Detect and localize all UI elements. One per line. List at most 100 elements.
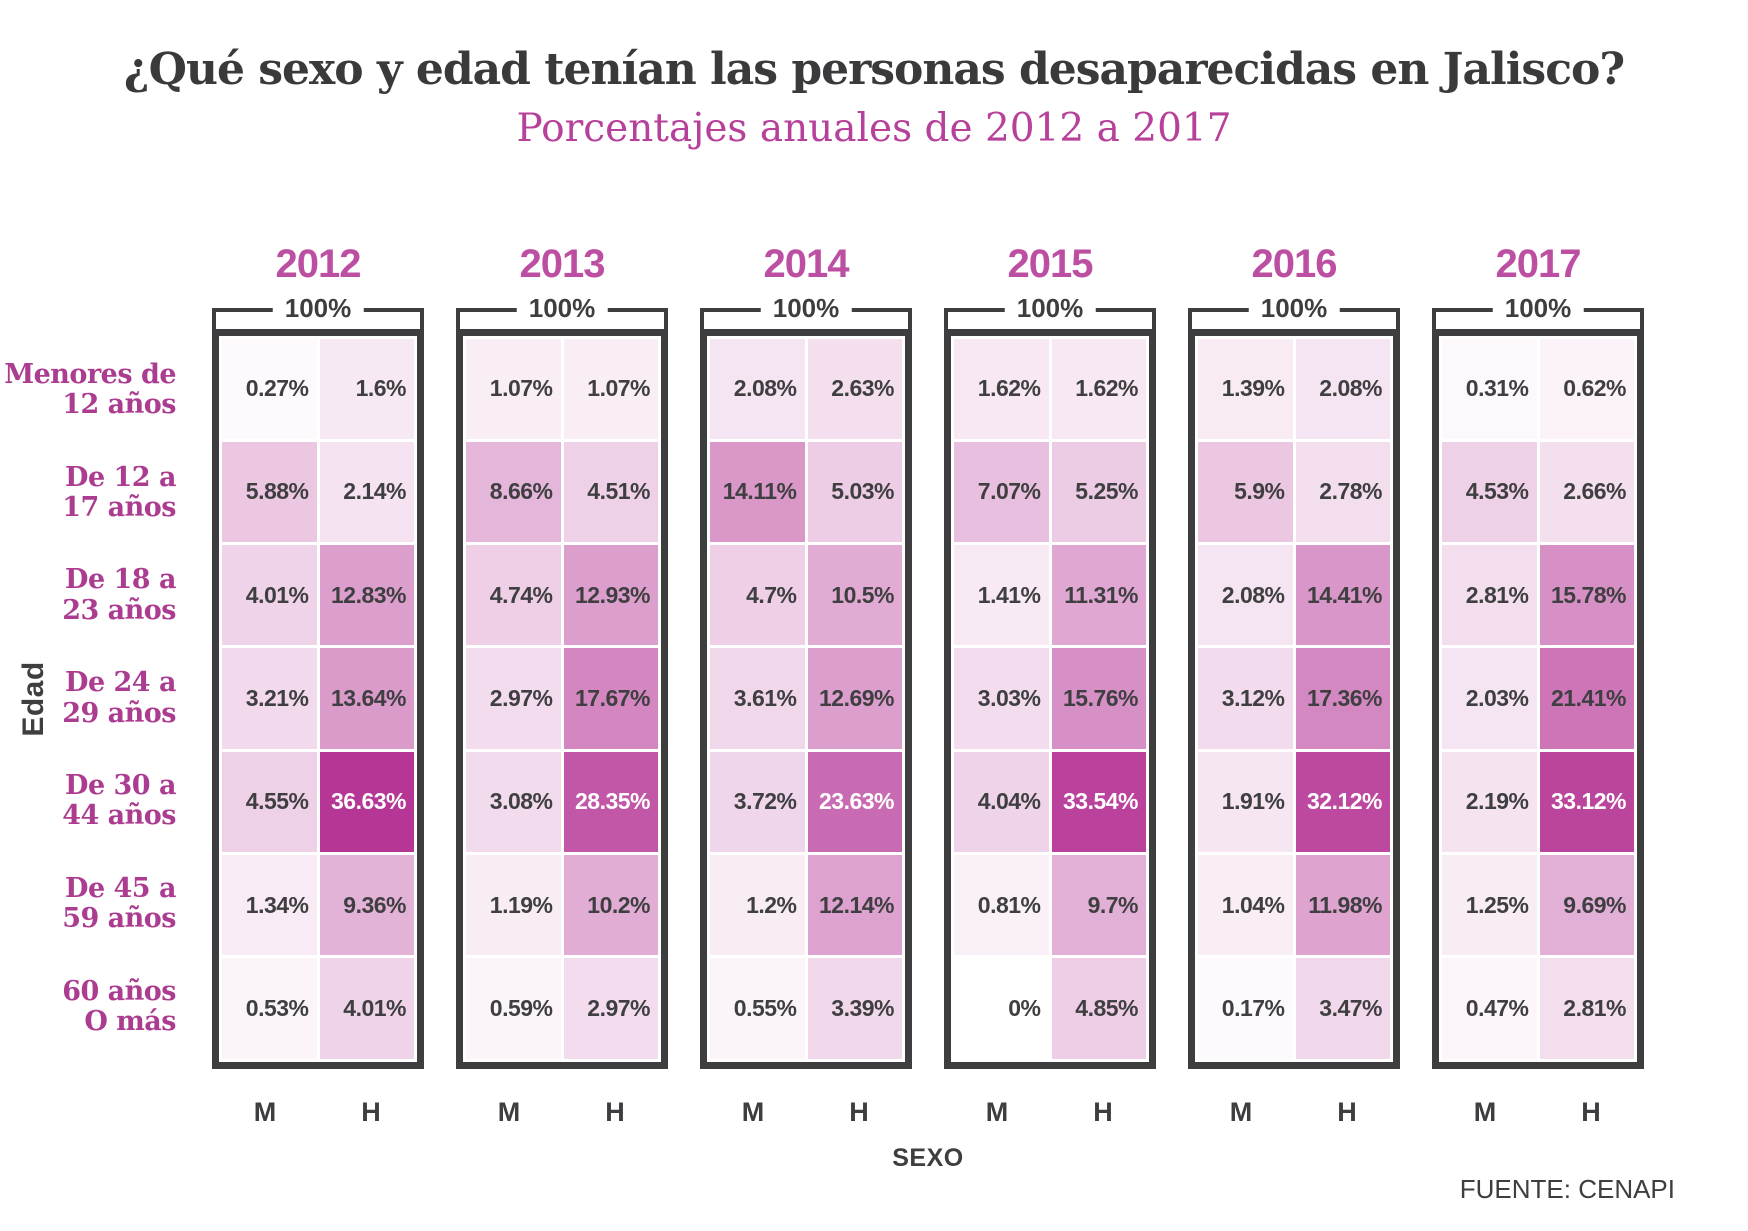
heatmap-cell-2014-M-row6: 1.2% [710, 854, 805, 956]
heatmap-cell-2012-H-row5: 36.63% [319, 751, 414, 852]
heatmap-cell-2012-M-row5: 4.55% [222, 751, 317, 852]
heatmap-cell-2014-H-row5: 23.63% [807, 751, 902, 852]
heatmap-cell-2017-M-row6: 1.25% [1442, 854, 1537, 956]
heatmap-table-2016: 1.39% 2.08% 5.9% 2.78% 2.08% 14.41% 3.12% 17.36… [1188, 328, 1400, 1069]
heatmap-cell-2016-H-row6: 11.98% [1295, 854, 1390, 956]
heatmap-cell-2017-M-row4: 2.03% [1442, 648, 1537, 749]
heatmap-cell-2013-H-row1: 1.07% [563, 338, 658, 439]
heatmap-cell-2013-H-row7: 2.97% [563, 958, 658, 1059]
heatmap-cell-2015-M-row2: 7.07% [954, 441, 1049, 543]
heatmap-cell-2015-H-row4: 15.76% [1051, 648, 1146, 749]
y-axis-title: Edad [17, 660, 50, 737]
heatmap-cell-2014-M-row2: 14.11% [710, 441, 805, 543]
heatmap-cell-2013-H-row2: 4.51% [563, 441, 658, 543]
heatmap-cell-2015-H-row5: 33.54% [1051, 751, 1146, 852]
heatmap-cell-2013-H-row3: 12.93% [563, 545, 658, 646]
year-label: 2013 [519, 241, 606, 286]
heatmap-cell-2014-H-row2: 5.03% [807, 441, 902, 543]
heatmap-cell-2014-M-row3: 4.7% [710, 545, 805, 646]
heatmap-cell-2012-H-row3: 12.83% [319, 545, 414, 646]
sex-label-H: H [605, 1096, 625, 1127]
sex-label-H: H [1581, 1096, 1601, 1127]
heatmap-cell-2016-M-row2: 5.9% [1198, 441, 1293, 543]
heatmap-table-2012: 0.27% 1.6% 5.88% 2.14% 4.01% 12.83% 3.21% 13.64… [212, 328, 424, 1069]
total-label: 100% [760, 294, 852, 321]
sex-label-H: H [849, 1096, 869, 1127]
heatmap-cell-2014-M-row1: 2.08% [710, 338, 805, 439]
heatmap-cell-2012-M-row6: 1.34% [222, 854, 317, 956]
heatmap-cell-2015-M-row5: 4.04% [954, 751, 1049, 852]
heatmap-cell-2012-H-row1: 1.6% [319, 338, 414, 439]
chart-subtitle: Porcentajes anuales de 2012 a 2017 [516, 105, 1232, 151]
heatmap-cell-2017-H-row2: 2.66% [1539, 441, 1634, 543]
age-group-label: De 30 a 44 años [62, 770, 176, 832]
heatmap-cell-2016-H-row3: 14.41% [1295, 545, 1390, 646]
heatmap-cell-2013-M-row5: 3.08% [466, 751, 561, 852]
year-label: 2014 [763, 241, 850, 286]
year-label: 2016 [1251, 241, 1338, 286]
heatmap-cell-2014-H-row7: 3.39% [807, 958, 902, 1059]
heatmap-cell-2017-H-row7: 2.81% [1539, 958, 1634, 1059]
heatmap-cell-2016-M-row3: 2.08% [1198, 545, 1293, 646]
year-label: 2012 [275, 241, 362, 286]
heatmap-cell-2015-M-row6: 0.81% [954, 854, 1049, 956]
heatmap-cell-2017-H-row5: 33.12% [1539, 751, 1634, 852]
heatmap-chart: Edad Menores de 12 años De 12 a 17 años De… [0, 242, 1748, 1128]
heatmap-cell-2015-H-row7: 4.85% [1051, 958, 1146, 1059]
heatmap-cell-2016-H-row1: 2.08% [1295, 338, 1390, 439]
heatmap-cell-2012-M-row4: 3.21% [222, 648, 317, 749]
heatmap-cell-2014-M-row7: 0.55% [710, 958, 805, 1059]
total-bracket: 100% [700, 294, 912, 329]
total-label: 100% [272, 294, 364, 321]
heatmap-cell-2012-M-row3: 4.01% [222, 545, 317, 646]
year-column-2015: 2015 100% 1.62% 1.62% 7.07% 5.25% 1.41% 11.31% 3… [944, 242, 1156, 1128]
heatmap-cell-2015-H-row6: 9.7% [1051, 854, 1146, 956]
heatmap-cell-2012-H-row4: 13.64% [319, 648, 414, 749]
age-group-label: De 12 a 17 años [62, 461, 176, 523]
heatmap-cell-2016-M-row7: 0.17% [1198, 958, 1293, 1059]
age-group-label: 60 años O más [62, 975, 176, 1038]
heatmap-cell-2014-M-row5: 3.72% [710, 751, 805, 852]
heatmap-cell-2017-H-row1: 0.62% [1539, 338, 1634, 439]
heatmap-table-2014: 2.08% 2.63% 14.11% 5.03% 4.7% 10.5% 3.61% 12.69… [700, 328, 912, 1069]
year-columns: 2012 100% 0.27% 1.6% 5.88% 2.14% 4.01% 12.83% 3.… [212, 242, 1644, 1128]
heatmap-cell-2015-M-row7: 0% [954, 958, 1049, 1059]
year-column-2013: 2013 100% 1.07% 1.07% 8.66% 4.51% 4.74% 12.93% 2… [456, 242, 668, 1128]
heatmap-cell-2013-H-row4: 17.67% [563, 648, 658, 749]
year-label: 2017 [1495, 241, 1582, 286]
sex-label-M: M [1229, 1096, 1253, 1127]
heatmap-cell-2012-M-row7: 0.53% [222, 958, 317, 1059]
total-bracket: 100% [456, 294, 668, 329]
heatmap-cell-2013-H-row6: 10.2% [563, 854, 658, 956]
year-label: 2015 [1007, 241, 1094, 286]
heatmap-cell-2016-H-row4: 17.36% [1295, 648, 1390, 749]
total-label: 100% [516, 294, 608, 321]
heatmap-cell-2014-M-row4: 3.61% [710, 648, 805, 749]
heatmap-cell-2013-M-row6: 1.19% [466, 854, 561, 956]
sex-label-M: M [985, 1096, 1009, 1127]
age-group-label: De 24 a 29 años [62, 667, 176, 729]
heatmap-cell-2013-H-row5: 28.35% [563, 751, 658, 852]
heatmap-cell-2015-H-row3: 11.31% [1051, 545, 1146, 646]
heatmap-cell-2014-H-row6: 12.14% [807, 854, 902, 956]
sex-label-H: H [361, 1096, 381, 1127]
heatmap-cell-2013-M-row3: 4.74% [466, 545, 561, 646]
sex-label-H: H [1337, 1096, 1357, 1127]
year-column-2016: 2016 100% 1.39% 2.08% 5.9% 2.78% 2.08% 14.41% 3.… [1188, 242, 1400, 1128]
total-bracket: 100% [1188, 294, 1400, 329]
sex-label-H: H [1093, 1096, 1113, 1127]
heatmap-cell-2014-H-row1: 2.63% [807, 338, 902, 439]
heatmap-cell-2017-M-row5: 2.19% [1442, 751, 1537, 852]
heatmap-cell-2013-M-row2: 8.66% [466, 441, 561, 543]
heatmap-cell-2016-H-row2: 2.78% [1295, 441, 1390, 543]
heatmap-cell-2017-M-row7: 0.47% [1442, 958, 1537, 1059]
age-group-label: Menores de 12 años [4, 358, 176, 420]
heatmap-cell-2017-M-row2: 4.53% [1442, 441, 1537, 543]
age-group-label: De 45 a 59 años [62, 873, 176, 935]
total-bracket: 100% [1432, 294, 1644, 329]
